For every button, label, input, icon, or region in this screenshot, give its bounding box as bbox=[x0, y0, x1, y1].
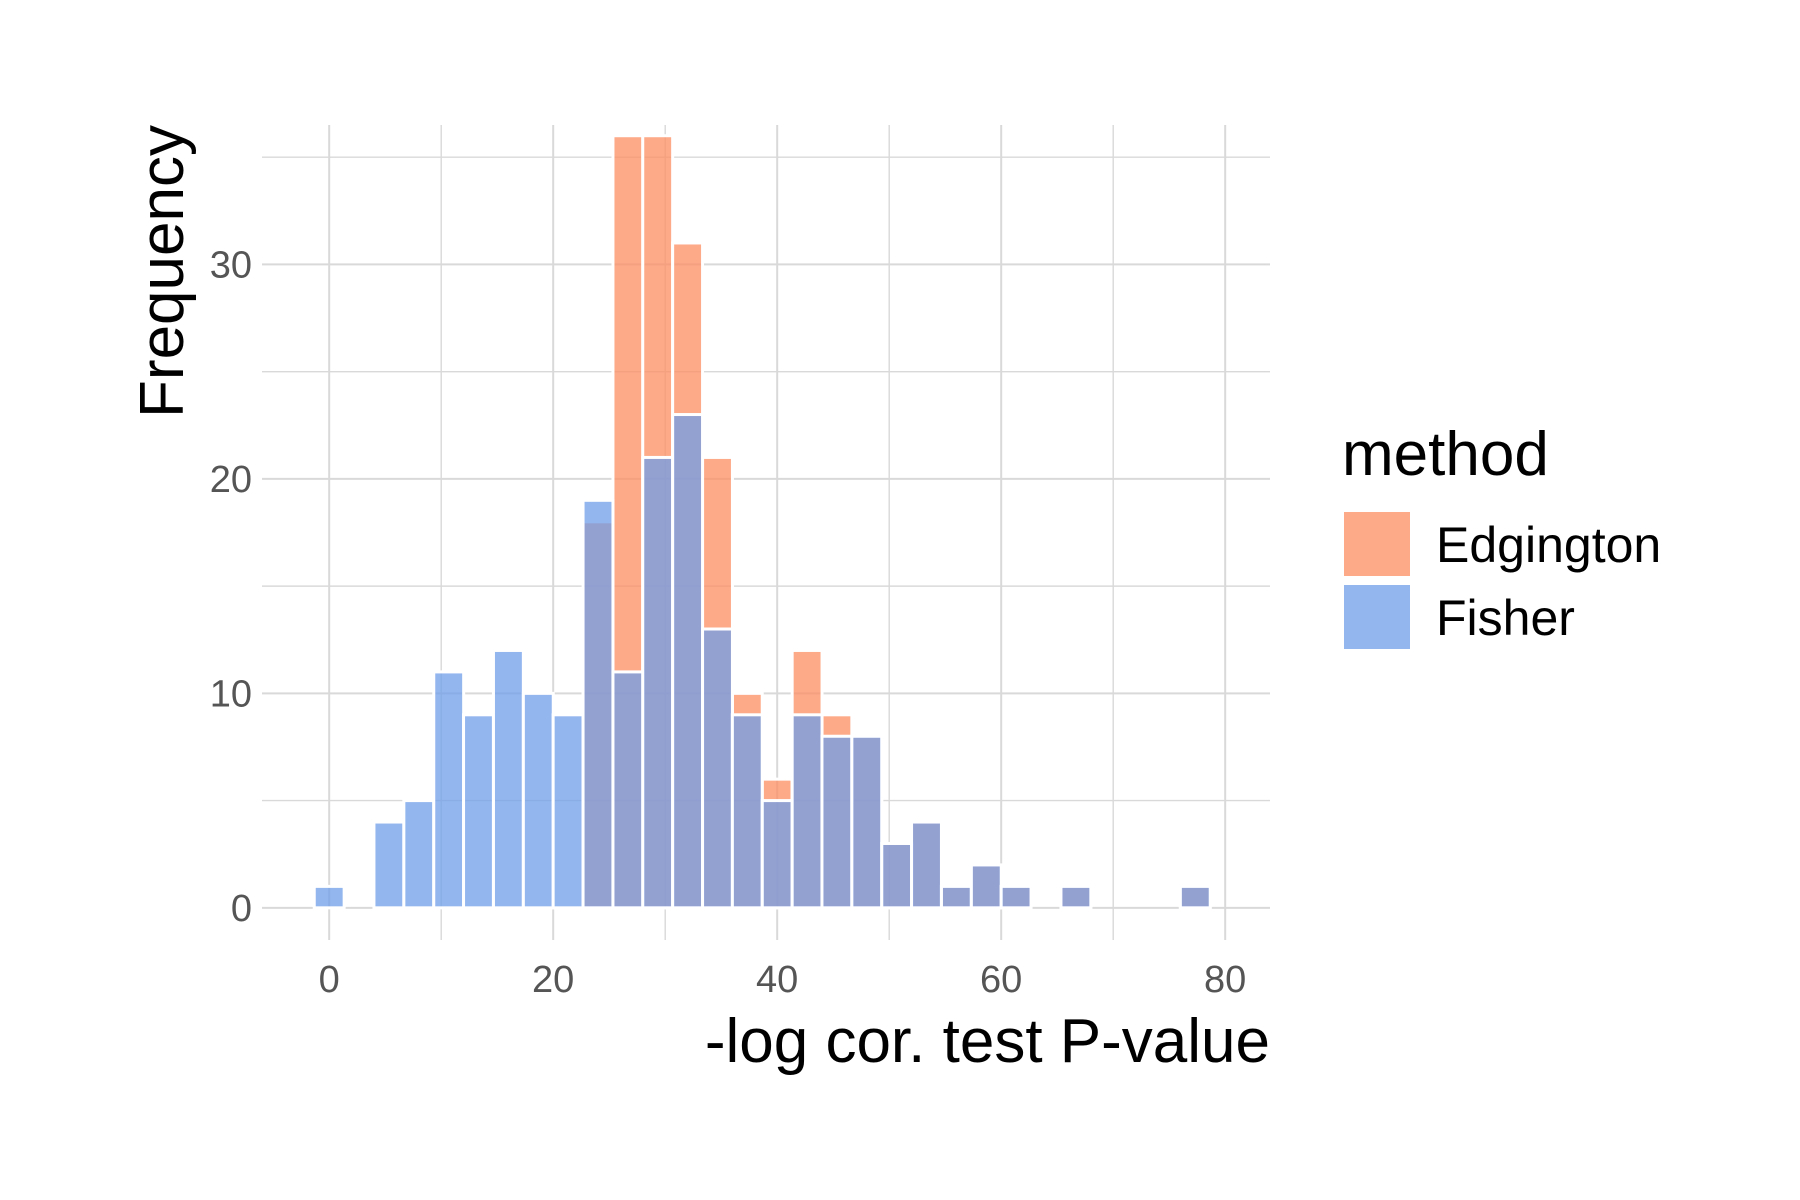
bar-fisher bbox=[939, 884, 973, 910]
bar-fisher bbox=[581, 498, 615, 910]
bar-fisher bbox=[611, 670, 645, 910]
bar-fisher bbox=[312, 884, 346, 910]
bar-fisher bbox=[432, 670, 466, 910]
bar-fisher bbox=[701, 627, 734, 910]
bar-fisher bbox=[491, 648, 525, 910]
x-tick-label: 20 bbox=[532, 959, 574, 1001]
legend-key-fisher bbox=[1344, 585, 1410, 649]
bar-fisher bbox=[760, 799, 794, 910]
y-tick-label: 10 bbox=[210, 673, 252, 715]
x-tick-label: 60 bbox=[980, 959, 1022, 1001]
bar-fisher bbox=[1059, 884, 1093, 910]
histogram-bars bbox=[312, 134, 1212, 910]
series-fisher-bars bbox=[312, 413, 1212, 910]
bar-fisher bbox=[402, 799, 436, 910]
bar-fisher bbox=[850, 734, 884, 910]
bar-fisher bbox=[880, 841, 914, 910]
bar-fisher bbox=[730, 713, 764, 910]
bar-fisher bbox=[1178, 884, 1212, 910]
x-tick-label: 0 bbox=[319, 959, 340, 1001]
bar-fisher bbox=[462, 713, 495, 910]
bar-fisher bbox=[641, 455, 675, 910]
y-tick-label: 20 bbox=[210, 459, 252, 501]
bar-fisher bbox=[551, 713, 585, 910]
legend: method Edgington Fisher bbox=[1342, 420, 1661, 649]
y-axis-title: Frequency bbox=[128, 125, 197, 418]
y-tick-label: 30 bbox=[210, 244, 252, 286]
tick-labels: 0 20 40 60 80 0 10 20 30 bbox=[210, 244, 1247, 1001]
bar-fisher bbox=[671, 413, 705, 910]
x-tick-label: 80 bbox=[1204, 959, 1246, 1001]
legend-title: method bbox=[1342, 420, 1549, 489]
bar-fisher bbox=[999, 884, 1033, 910]
bar-fisher bbox=[969, 863, 1003, 910]
x-tick-label: 40 bbox=[756, 959, 798, 1001]
legend-label-fisher: Fisher bbox=[1436, 590, 1575, 646]
legend-key-edgington bbox=[1344, 512, 1410, 576]
bar-fisher bbox=[372, 820, 406, 910]
bar-fisher bbox=[820, 734, 854, 910]
legend-label-edgington: Edgington bbox=[1436, 517, 1661, 573]
bar-fisher bbox=[521, 691, 555, 910]
bar-fisher bbox=[790, 713, 824, 910]
bar-fisher bbox=[910, 820, 943, 910]
y-tick-label: 0 bbox=[231, 888, 252, 930]
x-axis-title: -log cor. test P-value bbox=[705, 1007, 1270, 1076]
